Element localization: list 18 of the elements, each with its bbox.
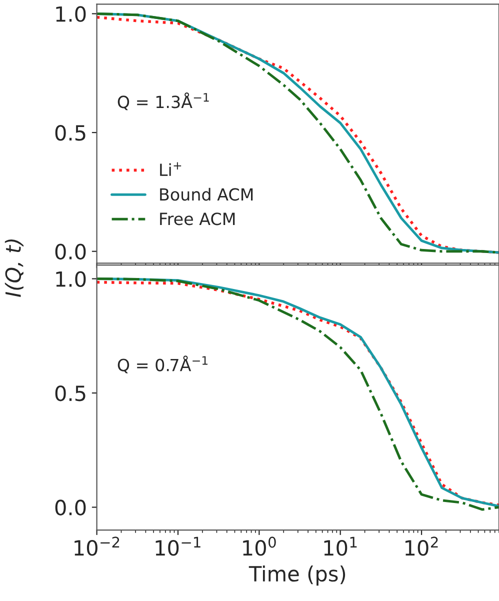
y-tick-label: 0.0 — [55, 500, 86, 516]
x-tick-label: 10$^{−1}$ — [156, 536, 200, 556]
y-tick-label: 0.5 — [55, 124, 86, 141]
x-tick-label: 10$^{2}$ — [405, 536, 438, 556]
y-tick-label: 1.0 — [56, 271, 86, 287]
x-tick-label: 10$^{1}$ — [324, 536, 357, 556]
legend-label: Li$^{+}$ — [160, 162, 182, 176]
annotation: Q = 0.7Å$^{−1}$ — [118, 356, 208, 374]
x-tick-label: 10$^{0}$ — [243, 536, 276, 556]
legend-label: Free ACM — [160, 212, 235, 226]
legend-label: Bound ACM — [160, 188, 253, 201]
x-tick-label: 10$^{−2}$ — [74, 536, 120, 556]
y-tick-label: 0.5 — [55, 385, 86, 402]
annotation: Q = 1.3Å$^{−1}$ — [118, 92, 209, 110]
x-axis-title: Time (ps) — [248, 566, 346, 586]
y-tick-label: 1.0 — [56, 6, 86, 22]
y-axis-title: I(Q, t) — [4, 239, 24, 297]
y-tick-label: 0.0 — [55, 244, 86, 260]
